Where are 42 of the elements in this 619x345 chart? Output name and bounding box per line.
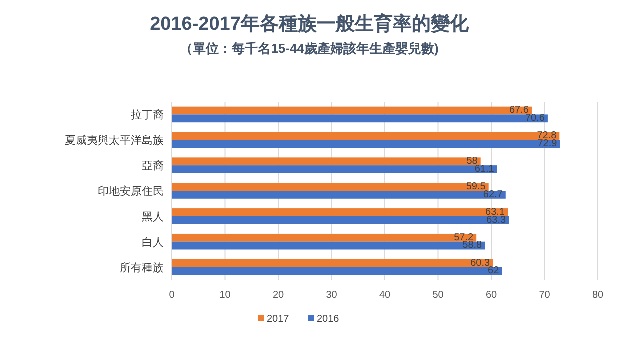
- bar: [172, 114, 548, 123]
- y-tick-label: 印地安原住民: [98, 185, 164, 198]
- data-label: 72.9: [538, 138, 558, 150]
- data-label: 70.6: [525, 113, 546, 124]
- x-tick-label: 10: [220, 290, 232, 301]
- bar: [172, 208, 508, 216]
- bar: [172, 216, 510, 224]
- data-label: 62: [488, 266, 500, 277]
- x-tick-label: 30: [326, 290, 338, 301]
- x-tick-label: 70: [539, 290, 551, 301]
- bar: [172, 267, 502, 276]
- bar: [172, 158, 481, 166]
- data-label: 61.1: [474, 164, 495, 175]
- y-tick-label: 亞裔: [142, 160, 164, 173]
- x-tick-label: 40: [379, 290, 391, 301]
- y-tick-label: 拉丁裔: [131, 108, 164, 122]
- chart-title: 2016-2017年各種族一般生育率的變化: [150, 13, 470, 35]
- data-label: 58.8: [462, 240, 483, 252]
- bar: [172, 166, 498, 174]
- x-tick-label: 20: [272, 290, 284, 301]
- y-tick-label: 夏威夷與太平洋島族: [65, 134, 164, 148]
- bar: [172, 234, 477, 242]
- y-tick-label: 所有種族: [120, 261, 164, 274]
- x-tick-label: 0: [169, 290, 176, 301]
- plot: 0 10 20 30 40 50 60 70 80 拉丁裔 67.6 70.6 夏威夷與太平洋島族 72.8 72.9 亞裔 58 61.1 印地安原住民 59.5 62.7 黑人 63.1 63.3 白人 57.2 58.8 所有種族 60.3 62: [65, 102, 604, 301]
- y-tick-label: 白人: [142, 236, 164, 249]
- x-tick-label: 50: [432, 290, 444, 301]
- bar: [172, 242, 486, 250]
- bar: [172, 132, 560, 140]
- bar: [172, 140, 560, 148]
- bar: [172, 106, 532, 115]
- bar: [172, 259, 494, 268]
- legend-label: 2016: [317, 314, 340, 325]
- bar: [172, 191, 506, 199]
- bar: [172, 183, 489, 191]
- legend-label: 2017: [267, 314, 290, 325]
- data-label: 63.3: [486, 214, 507, 226]
- chart-subtitle: （單位：每千名15-44歲產婦該年生產嬰兒數): [180, 41, 439, 56]
- x-tick-label: 60: [486, 290, 498, 301]
- data-label: 60.3: [470, 258, 491, 269]
- y-tick-label: 黑人: [142, 211, 164, 224]
- x-tick-label: 80: [592, 290, 604, 301]
